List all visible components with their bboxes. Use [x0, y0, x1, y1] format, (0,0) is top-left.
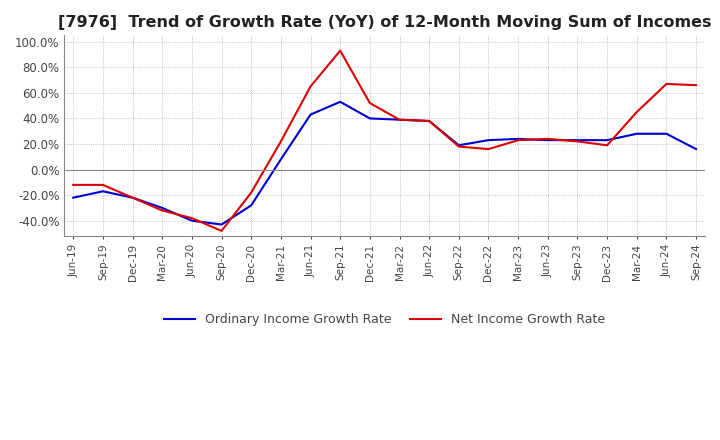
Ordinary Income Growth Rate	[484, 138, 492, 143]
Net Income Growth Rate	[188, 216, 197, 221]
Ordinary Income Growth Rate	[632, 131, 641, 136]
Title: [7976]  Trend of Growth Rate (YoY) of 12-Month Moving Sum of Incomes: [7976] Trend of Growth Rate (YoY) of 12-…	[58, 15, 711, 30]
Ordinary Income Growth Rate	[662, 131, 671, 136]
Net Income Growth Rate	[158, 208, 166, 213]
Net Income Growth Rate	[366, 100, 374, 106]
Ordinary Income Growth Rate	[425, 118, 433, 124]
Legend: Ordinary Income Growth Rate, Net Income Growth Rate: Ordinary Income Growth Rate, Net Income …	[158, 308, 611, 331]
Ordinary Income Growth Rate	[603, 138, 611, 143]
Net Income Growth Rate	[454, 144, 463, 149]
Net Income Growth Rate	[425, 118, 433, 124]
Ordinary Income Growth Rate	[158, 205, 166, 211]
Ordinary Income Growth Rate	[276, 157, 285, 162]
Ordinary Income Growth Rate	[128, 195, 137, 200]
Ordinary Income Growth Rate	[99, 189, 107, 194]
Ordinary Income Growth Rate	[217, 222, 226, 227]
Ordinary Income Growth Rate	[395, 117, 404, 122]
Net Income Growth Rate	[217, 228, 226, 234]
Ordinary Income Growth Rate	[188, 218, 197, 224]
Ordinary Income Growth Rate	[247, 203, 256, 208]
Net Income Growth Rate	[306, 84, 315, 89]
Net Income Growth Rate	[247, 190, 256, 195]
Net Income Growth Rate	[276, 139, 285, 144]
Net Income Growth Rate	[395, 117, 404, 122]
Ordinary Income Growth Rate	[544, 138, 552, 143]
Net Income Growth Rate	[514, 138, 523, 143]
Line: Net Income Growth Rate: Net Income Growth Rate	[73, 51, 696, 231]
Net Income Growth Rate	[336, 48, 344, 53]
Net Income Growth Rate	[544, 136, 552, 142]
Ordinary Income Growth Rate	[306, 112, 315, 117]
Net Income Growth Rate	[99, 182, 107, 187]
Net Income Growth Rate	[573, 139, 582, 144]
Net Income Growth Rate	[692, 83, 701, 88]
Net Income Growth Rate	[662, 81, 671, 87]
Ordinary Income Growth Rate	[366, 116, 374, 121]
Net Income Growth Rate	[128, 195, 137, 200]
Line: Ordinary Income Growth Rate: Ordinary Income Growth Rate	[73, 102, 696, 224]
Ordinary Income Growth Rate	[573, 138, 582, 143]
Ordinary Income Growth Rate	[454, 143, 463, 148]
Ordinary Income Growth Rate	[336, 99, 344, 104]
Ordinary Income Growth Rate	[69, 195, 78, 200]
Ordinary Income Growth Rate	[514, 136, 523, 142]
Ordinary Income Growth Rate	[692, 147, 701, 152]
Net Income Growth Rate	[603, 143, 611, 148]
Net Income Growth Rate	[484, 147, 492, 152]
Net Income Growth Rate	[632, 110, 641, 115]
Net Income Growth Rate	[69, 182, 78, 187]
